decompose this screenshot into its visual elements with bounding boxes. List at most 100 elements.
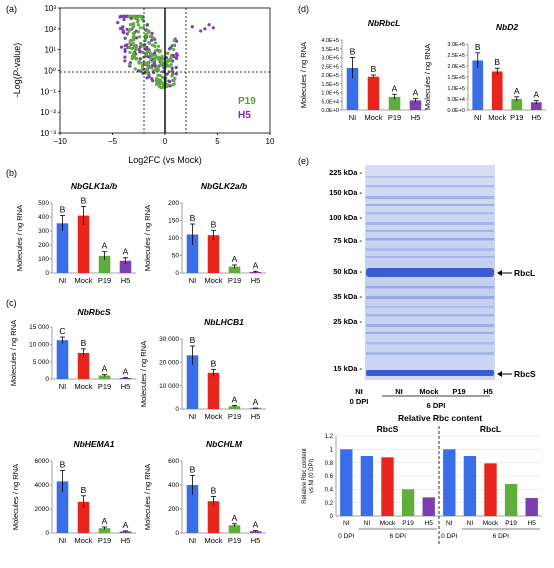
- volcano-point: [131, 35, 135, 39]
- y-tick-label: 0: [175, 270, 179, 277]
- volcano-point: [151, 36, 156, 40]
- x-tick-label: P19: [228, 536, 241, 545]
- volcano-point: [140, 16, 144, 20]
- significance-letter: B: [81, 485, 87, 495]
- gel-bands: [366, 176, 494, 376]
- volcano-point: [207, 23, 211, 27]
- sds-page-gel: 225 kDa - 150 kDa - 100 kDa - 75 kDa - 50 kD…: [329, 165, 536, 410]
- significance-letter: A: [533, 90, 539, 100]
- volcano-point: [138, 50, 142, 54]
- volcano-point: [123, 55, 127, 59]
- volcano-point: [138, 57, 142, 61]
- x-tick-label: NI: [474, 113, 482, 122]
- volcano-point: [136, 30, 141, 34]
- bar-h5: [119, 260, 132, 273]
- x-tick-label: Mock: [75, 536, 93, 545]
- volcano-point: [137, 61, 141, 65]
- x-tick-label: H5: [121, 536, 131, 545]
- bar-p19: [511, 99, 523, 110]
- gel-marker-label: 100 kDa -: [329, 213, 362, 222]
- gel-faint-band: [366, 352, 494, 355]
- chart-title-glk2: NbGLK2a/b: [201, 181, 247, 191]
- panel-label-b: (b): [6, 168, 17, 178]
- bar-p19: [228, 406, 241, 409]
- y-tick-label: 1: [330, 448, 334, 454]
- bar-mock: [77, 501, 90, 533]
- y-tick-label: 0.8: [325, 461, 334, 467]
- x-tick-label: H5: [531, 113, 541, 122]
- bar-rbcl-p19: [504, 484, 518, 516]
- gel-lane-label: Mock: [419, 387, 439, 396]
- volcano-point: [140, 63, 145, 68]
- gel-faint-band: [366, 212, 494, 215]
- volcano-point: [174, 56, 179, 60]
- panel-label-a: (a): [6, 4, 17, 14]
- significance-letter: B: [190, 213, 196, 223]
- significance-letter: B: [211, 485, 217, 495]
- gel-faint-band: [366, 238, 494, 241]
- gel-faint-band: [366, 248, 494, 251]
- volcano-point: [145, 32, 149, 36]
- volcano-point: [130, 57, 134, 61]
- x-tick-label: H5: [121, 382, 131, 391]
- y-tick-label: 10³: [44, 4, 56, 13]
- x-tick-label: NI: [189, 536, 197, 545]
- volcano-point: [136, 23, 140, 27]
- gel-faint-band: [366, 342, 494, 345]
- volcano-point: [136, 20, 140, 24]
- volcano-point: [129, 16, 133, 21]
- volcano-point: [122, 14, 126, 18]
- x-tick-label: P19: [98, 536, 111, 545]
- volcano-point: [146, 65, 151, 69]
- y-tick-label: 200: [168, 200, 179, 207]
- volcano-point: [134, 36, 139, 40]
- bar-chart-hema1: NbHEMA1 0 2000 4000 6000 Molecules / ng RNA B N…: [11, 439, 136, 545]
- volcano-point: [131, 52, 136, 56]
- significance-letter: B: [494, 57, 500, 67]
- gel-rbcs-band: [366, 370, 494, 376]
- chart-title-relrbc: Relative Rbc content: [398, 413, 482, 423]
- y-axis-label-glk1: Molecules / ng RNA: [15, 205, 24, 271]
- dpi-label-6: 6 DPI: [493, 533, 509, 540]
- significance-letter: B: [475, 42, 481, 52]
- y-tick-label: 1.5E+5: [321, 82, 339, 88]
- y-tick-label: 2.0E+5: [447, 64, 465, 70]
- x-tick-label: NI: [349, 113, 357, 122]
- y-axis-label-glk2: Molecules / ng RNA: [143, 205, 152, 271]
- volcano-point: [167, 64, 171, 68]
- volcano-point: [123, 59, 127, 63]
- x-tick-label: Mock: [205, 536, 223, 545]
- gel-faint-band: [366, 196, 494, 199]
- y-tick-label: 200: [38, 242, 49, 249]
- gel-arrowhead-rbcs: [497, 371, 502, 377]
- x-tick-label: NI: [189, 412, 197, 421]
- significance-letter: B: [371, 64, 377, 74]
- x-tick-label: P19: [510, 113, 523, 122]
- bar-chart-nbd2: NbD2 0.0E+0 5.0E+4 1.0E+5 1.5E+5 2.0E+5 2.5E+5…: [423, 22, 546, 122]
- y-tick-label: 20 000: [159, 360, 179, 367]
- gel-faint-band: [366, 296, 494, 299]
- volcano-point: [146, 49, 150, 54]
- gel-lane-label: H5: [483, 387, 493, 396]
- bar-ni: [186, 355, 199, 409]
- volcano-point: [174, 65, 178, 70]
- gel-band-rbcs: RbcS: [514, 369, 536, 379]
- volcano-point: [133, 48, 138, 52]
- chart-title-rbcs: NbRbcS: [77, 307, 110, 317]
- volcano-point: [135, 56, 139, 61]
- gel-faint-band: [366, 324, 494, 327]
- significance-letter: B: [81, 338, 87, 348]
- y-axis-label-nbd2: Molecules / ng RNA: [423, 44, 432, 110]
- gel-faint-band: [366, 332, 494, 334]
- y-tick-label: 0: [45, 270, 49, 277]
- x-tick-label: H5: [121, 276, 131, 285]
- bar-h5: [409, 100, 422, 110]
- bar-mock: [207, 501, 220, 533]
- group-label-rbcs: RbcS: [377, 424, 399, 434]
- significance-letter: A: [232, 254, 238, 264]
- y-tick-label: 100: [38, 256, 49, 263]
- y-tick-label: 15 000: [29, 324, 49, 331]
- bar-rbcl-mock: [484, 463, 497, 516]
- y-tick-label: 0.0E+0: [321, 108, 339, 114]
- x-tick-label: P19: [505, 520, 517, 527]
